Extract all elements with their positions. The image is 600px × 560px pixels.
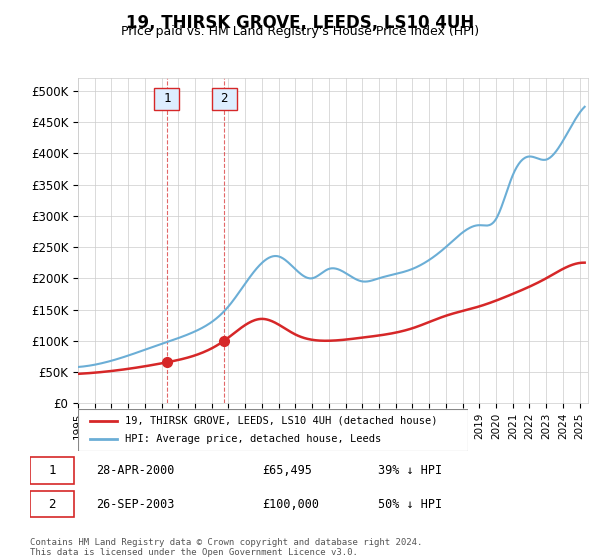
FancyBboxPatch shape <box>78 409 468 451</box>
FancyBboxPatch shape <box>212 88 236 110</box>
Text: 26-SEP-2003: 26-SEP-2003 <box>96 497 175 511</box>
Text: 50% ↓ HPI: 50% ↓ HPI <box>378 497 442 511</box>
FancyBboxPatch shape <box>154 88 179 110</box>
Text: £65,495: £65,495 <box>262 464 312 477</box>
Text: 2: 2 <box>220 92 228 105</box>
Text: HPI: Average price, detached house, Leeds: HPI: Average price, detached house, Leed… <box>125 434 381 444</box>
Text: 19, THIRSK GROVE, LEEDS, LS10 4UH (detached house): 19, THIRSK GROVE, LEEDS, LS10 4UH (detac… <box>125 416 437 426</box>
Text: 2: 2 <box>49 497 56 511</box>
FancyBboxPatch shape <box>30 491 74 517</box>
Text: 1: 1 <box>49 464 56 477</box>
Text: 39% ↓ HPI: 39% ↓ HPI <box>378 464 442 477</box>
Text: 1: 1 <box>163 92 171 105</box>
FancyBboxPatch shape <box>30 457 74 484</box>
Text: £100,000: £100,000 <box>262 497 319 511</box>
Text: 28-APR-2000: 28-APR-2000 <box>96 464 175 477</box>
Text: Price paid vs. HM Land Registry's House Price Index (HPI): Price paid vs. HM Land Registry's House … <box>121 25 479 38</box>
Text: 19, THIRSK GROVE, LEEDS, LS10 4UH: 19, THIRSK GROVE, LEEDS, LS10 4UH <box>126 14 474 32</box>
Text: Contains HM Land Registry data © Crown copyright and database right 2024.
This d: Contains HM Land Registry data © Crown c… <box>30 538 422 557</box>
